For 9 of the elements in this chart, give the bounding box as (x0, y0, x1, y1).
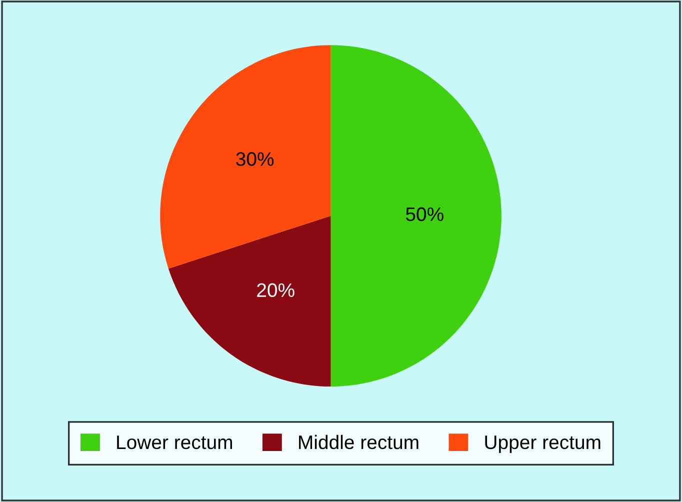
legend-label: Middle rectum (299, 434, 418, 450)
pie-slice (160, 45, 331, 269)
legend-label: Upper rectum (485, 436, 600, 453)
data-label: 20% (257, 283, 294, 298)
pie-slice (330, 45, 502, 387)
pie-slice (168, 216, 331, 387)
data-label: 50% (406, 207, 444, 222)
data-label: 30% (236, 152, 274, 166)
legend-label: Lower rectum (117, 436, 232, 450)
